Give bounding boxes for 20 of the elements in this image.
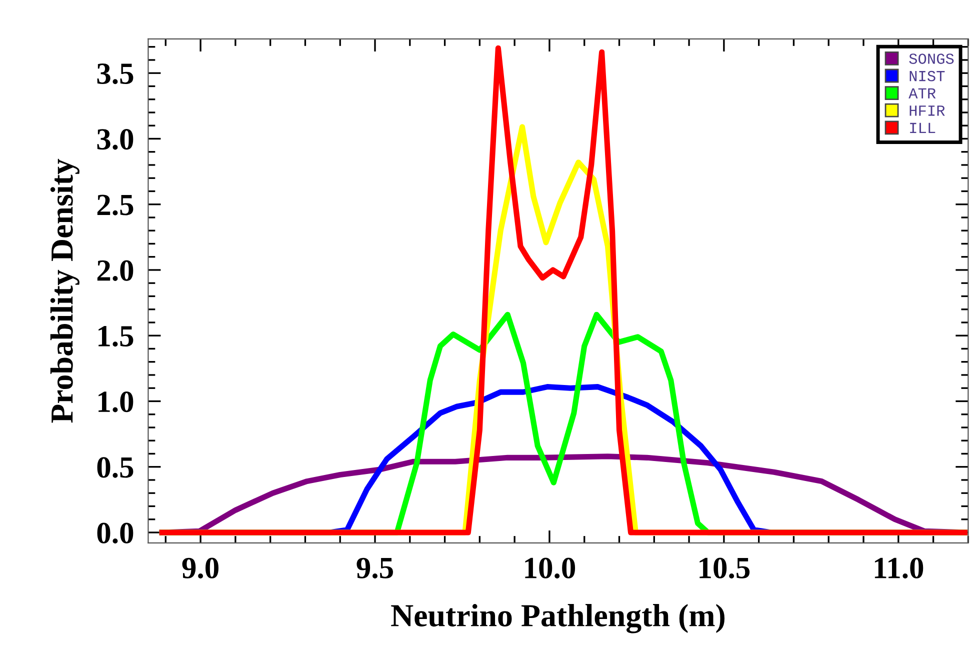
y-tick-label: 0.5 (97, 457, 134, 478)
legend-label: ILL (910, 122, 936, 133)
y-tick-label: 1.5 (98, 326, 134, 347)
legend-label: NIST (910, 70, 945, 82)
y-tick-label: 1.0 (98, 392, 134, 412)
y-tick-label: 3.5 (97, 63, 134, 84)
y-tick-label: 3.0 (97, 129, 134, 150)
legend-label: HFIR (910, 106, 945, 116)
y-axis-title: Probability Density (50, 158, 80, 423)
x-tick-label: 9.5 (356, 558, 393, 578)
legend-label: ATR (908, 88, 936, 98)
x-tick-label: 10.5 (700, 558, 750, 578)
legend-label: SONGS (909, 54, 954, 64)
y-tick-label: 0.0 (97, 522, 134, 544)
y-tick-label: 2.0 (97, 260, 134, 282)
x-axis-title: Neutrino Pathlength (m) (391, 604, 724, 634)
x-tick-label: 9.0 (182, 558, 218, 578)
x-tick-label: 10.0 (525, 558, 576, 578)
x-tick-label: 11.0 (874, 558, 924, 578)
y-tick-label: 2.5 (97, 194, 134, 216)
